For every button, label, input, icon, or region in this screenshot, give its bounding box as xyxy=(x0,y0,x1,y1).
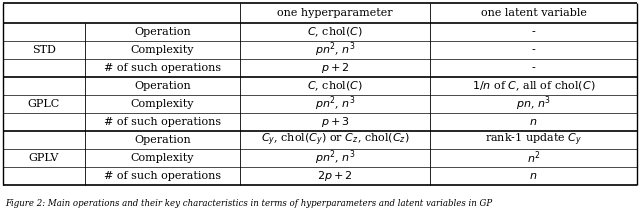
Text: # of such operations: # of such operations xyxy=(104,63,221,73)
Text: $C$, chol$(C)$: $C$, chol$(C)$ xyxy=(307,79,363,93)
Text: $p+3$: $p+3$ xyxy=(321,115,349,129)
Text: -: - xyxy=(532,63,536,73)
Text: $n^2$: $n^2$ xyxy=(527,150,540,166)
Text: -: - xyxy=(532,45,536,55)
Text: $2p+2$: $2p+2$ xyxy=(317,169,353,183)
Text: $pn^2$, $n^3$: $pn^2$, $n^3$ xyxy=(315,149,355,167)
Text: one hyperparameter: one hyperparameter xyxy=(277,8,393,18)
Text: Complexity: Complexity xyxy=(131,99,195,109)
Text: one latent variable: one latent variable xyxy=(481,8,586,18)
Text: $n$: $n$ xyxy=(529,171,538,181)
Text: GPLC: GPLC xyxy=(28,99,60,109)
Text: Figure 2: Main operations and their key characteristics in terms of hyperparamet: Figure 2: Main operations and their key … xyxy=(5,199,492,208)
Text: Operation: Operation xyxy=(134,135,191,145)
Text: STD: STD xyxy=(32,45,56,55)
Text: $n$: $n$ xyxy=(529,117,538,127)
Text: # of such operations: # of such operations xyxy=(104,117,221,127)
Text: $pn$, $n^3$: $pn$, $n^3$ xyxy=(516,95,551,113)
Text: Operation: Operation xyxy=(134,27,191,37)
Text: $pn^2$, $n^3$: $pn^2$, $n^3$ xyxy=(315,95,355,113)
Text: $pn^2$, $n^3$: $pn^2$, $n^3$ xyxy=(315,41,355,59)
Text: Complexity: Complexity xyxy=(131,153,195,163)
Text: -: - xyxy=(532,27,536,37)
Text: $1/n$ of $C$, all of chol$(C)$: $1/n$ of $C$, all of chol$(C)$ xyxy=(472,79,595,93)
Text: GPLV: GPLV xyxy=(29,153,59,163)
Text: Operation: Operation xyxy=(134,81,191,91)
Text: Complexity: Complexity xyxy=(131,45,195,55)
Text: # of such operations: # of such operations xyxy=(104,171,221,181)
Text: $C_y$, chol$(C_y)$ or $C_z$, chol$(C_z)$: $C_y$, chol$(C_y)$ or $C_z$, chol$(C_z)$ xyxy=(260,132,410,148)
Text: rank-1 update $C_y$: rank-1 update $C_y$ xyxy=(485,132,582,148)
Text: $C$, chol$(C)$: $C$, chol$(C)$ xyxy=(307,25,363,39)
Text: $p+2$: $p+2$ xyxy=(321,61,349,75)
